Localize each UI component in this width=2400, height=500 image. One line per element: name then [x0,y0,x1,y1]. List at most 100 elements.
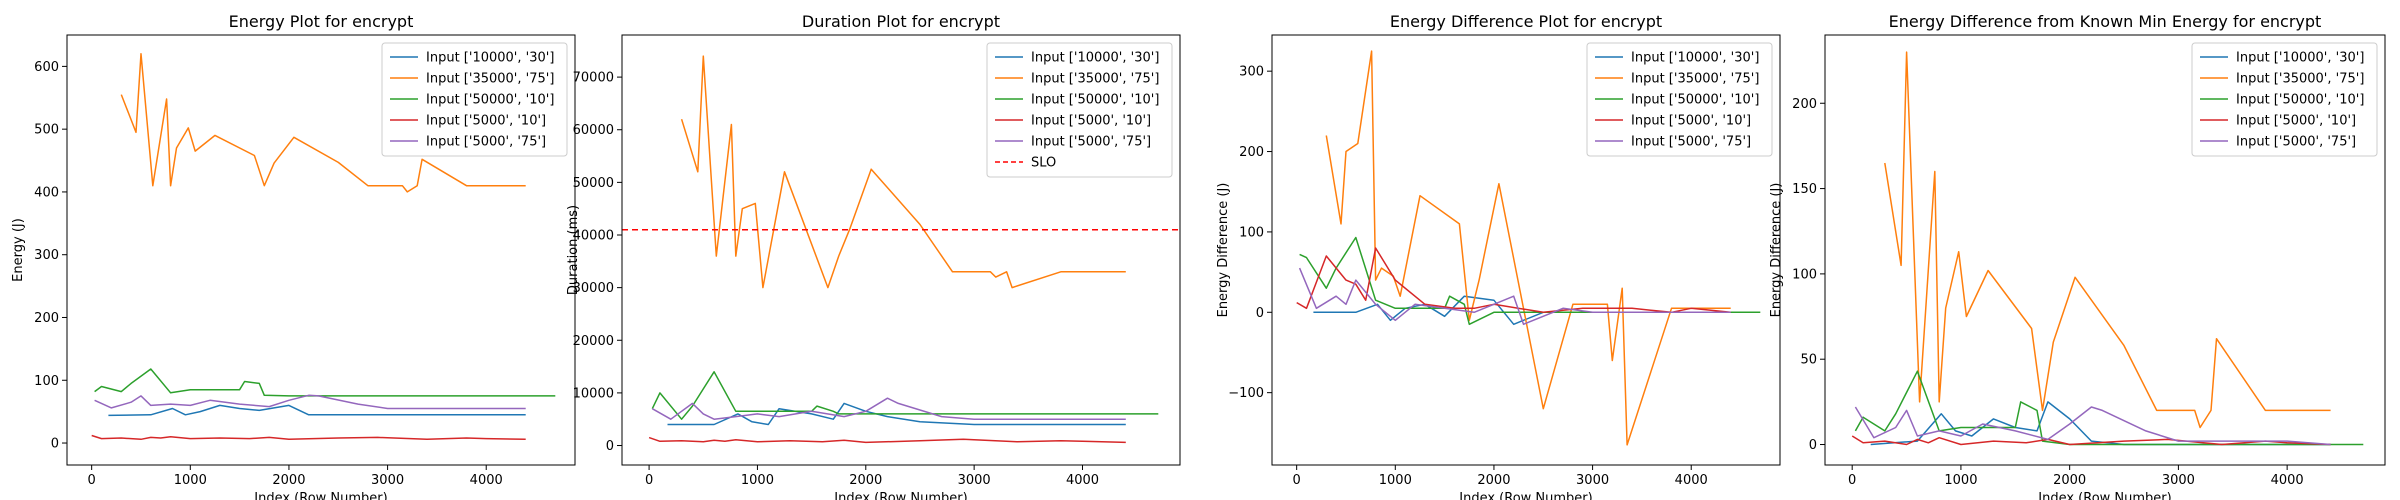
y-tick-label: 50000 [573,176,614,191]
x-tick-label: 1000 [741,473,774,488]
legend-label: Input ['5000', '10'] [2236,114,2356,129]
series-line-5 [1298,267,1731,326]
x-tick-label: 3000 [958,473,991,488]
y-axis-label: Energy Difference (J) [1769,183,1784,318]
series-line-4 [1851,435,2331,446]
y-tick-label: 100 [34,374,59,389]
y-tick-label: 200 [1792,97,1817,112]
x-tick-label: 4000 [2271,473,2304,488]
series-lines [91,53,556,441]
legend-label: Input ['10000', '30'] [1031,51,1159,66]
legend-label: Input ['5000', '10'] [426,114,546,129]
series-line-3 [1854,370,2364,446]
x-tick-label: 3000 [371,473,404,488]
x-tick-label: 3000 [1576,473,1609,488]
y-tick-label: 0 [51,437,59,452]
y-tick-label: 200 [34,311,59,326]
x-tick-label: 0 [1293,473,1301,488]
chart-title: Energy Plot for encrypt [229,12,414,31]
series-line-4 [1296,247,1731,314]
y-tick-label: 40000 [573,229,614,244]
x-tick-label: 0 [1848,473,1856,488]
legend-label: SLO [1031,156,1056,171]
x-tick-label: 0 [645,473,653,488]
y-tick-label: 0 [1809,438,1817,453]
y-tick-label: 10000 [573,386,614,401]
series-line-4 [648,436,1126,444]
y-tick-label: 50 [1800,353,1817,368]
axes-frame [1824,34,2386,466]
series-line-3 [651,371,1159,420]
x-tick-label: 1000 [1944,473,1977,488]
legend-label: Input ['5000', '10'] [1031,114,1151,129]
series-lines [648,55,1159,444]
legend-label: Input ['50000', '10'] [1031,93,1159,108]
y-tick-label: 400 [34,185,59,200]
legend-label: Input ['35000', '75'] [2236,72,2364,87]
chart-panel-1: 0 1000 2000 3000 4000 0 100 200 300 400 500 600 Ener… [11,12,576,500]
y-tick-label: 300 [34,248,59,263]
y-tick-label: 500 [34,123,59,138]
chart-panel-2: 0 1000 2000 3000 400001000020000300004000050… [566,12,1181,500]
axes-frame [66,34,576,466]
legend-box [381,42,568,157]
y-axis-label: Energy Difference (J) [1216,183,1231,318]
legend-label: Input ['5000', '75'] [1031,135,1151,150]
y-tick-label: 100 [1792,267,1817,282]
chart-panel-4: 0 1000 2000 3000 4000 0 50 100 150 200 Energy Diff… [1769,12,2386,500]
series-lines [1851,51,2364,446]
legend-label: Input ['50000', '10'] [2236,93,2364,108]
series-lines [1296,50,1761,446]
legend: Input ['10000', '30'] Input ['35000', '75… [1586,42,1773,157]
legend-label: Input ['5000', '75'] [426,135,546,150]
axes-frame [621,34,1181,466]
x-axis-label: Index (Row Number) [834,491,967,500]
y-tick-label: 0 [606,439,614,454]
y-tick-label: 60000 [573,123,614,138]
legend-label: Input ['50000', '10'] [1631,93,1759,108]
y-tick-label: 300 [1239,65,1264,80]
legend-label: Input ['35000', '75'] [426,72,554,87]
legend-box [2191,42,2378,157]
legend-label: Input ['10000', '30'] [2236,51,2364,66]
x-tick-label: 2000 [272,473,305,488]
series-line-4 [91,434,526,441]
legend: Input ['10000', '30'] Input ['35000', '75… [2191,42,2378,157]
x-tick-label: 2000 [849,473,882,488]
x-tick-label: 3000 [2162,473,2195,488]
x-tick-label: 4000 [1675,473,1708,488]
series-line-2 [680,55,1126,289]
axes-frame [1271,34,1781,466]
series-line-2 [120,53,526,193]
legend-box [986,42,1173,178]
legend-label: Input ['35000', '75'] [1031,72,1159,87]
y-tick-label: 200 [1239,145,1264,160]
y-tick-label: 20000 [573,334,614,349]
y-tick-label: 600 [34,60,59,75]
legend-label: Input ['10000', '30'] [426,51,554,66]
series-line-5 [1854,406,2331,446]
legend-label: Input ['5000', '75'] [1631,135,1751,150]
series-line-1 [108,404,526,417]
x-tick-label: 1000 [1379,473,1412,488]
x-axis-label: Index (Row Number) [1459,491,1592,500]
legend-box [1586,42,1773,157]
series-line-2 [1325,50,1731,446]
legend-label: Input ['35000', '75'] [1631,72,1759,87]
series-line-5 [94,394,526,410]
x-tick-label: 1000 [174,473,207,488]
y-axis-label: Energy (J) [11,218,26,282]
legend-label: Input ['50000', '10'] [426,93,554,108]
x-tick-label: 4000 [470,473,503,488]
x-axis-label: Index (Row Number) [2038,491,2171,500]
y-tick-label: −100 [1228,386,1264,401]
series-line-2 [1884,51,2331,429]
series-line-5 [651,397,1126,420]
y-tick-label: 100 [1239,225,1264,240]
chart-panel-3: 0 1000 2000 3000 4000 −100 0 100 200 300 Energy Di… [1216,12,1781,500]
y-tick-label: 150 [1792,182,1817,197]
series-line-3 [1299,236,1761,326]
chart-title: Energy Difference from Known Min Energy … [1889,12,2322,31]
chart-title: Duration Plot for encrypt [802,12,1000,31]
